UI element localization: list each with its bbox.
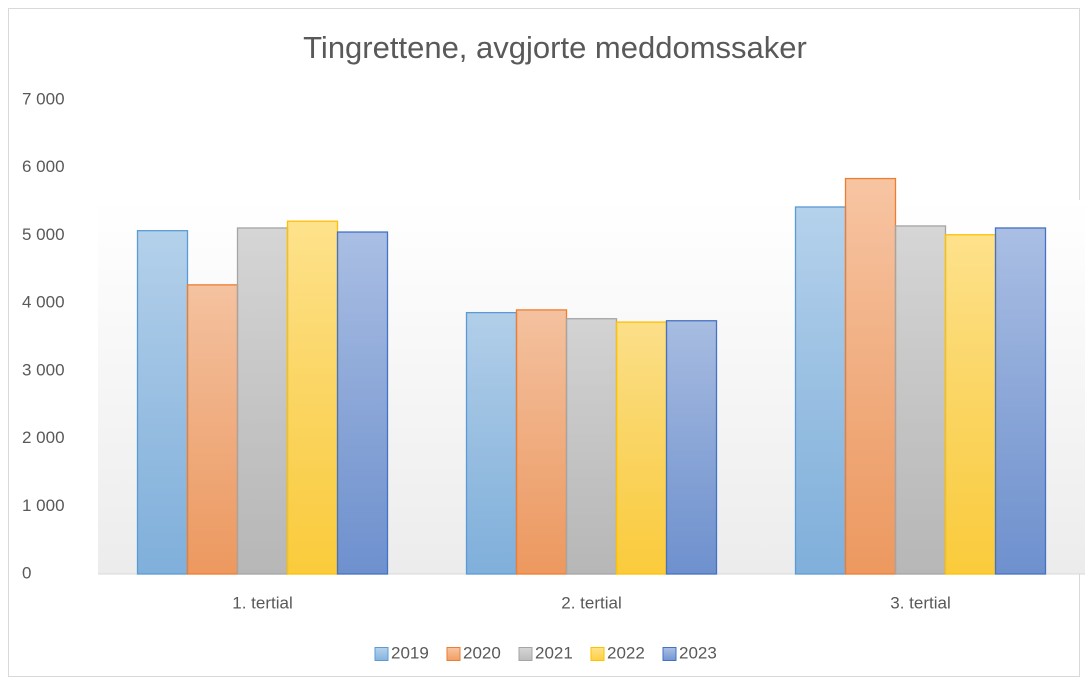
chart-title: Tingrettene, avgjorte meddomssaker: [303, 30, 807, 65]
legend-swatch: [662, 647, 677, 661]
legend-label: 2020: [463, 643, 501, 662]
bar: [565, 318, 618, 575]
legend-label: 2021: [535, 643, 573, 662]
legend-label: 2023: [679, 643, 717, 662]
bar: [465, 311, 518, 575]
bar: [615, 321, 668, 575]
bar: [286, 220, 339, 575]
bar: [944, 234, 997, 575]
x-tick-label: 2. tertial: [561, 593, 621, 612]
legend-swatch: [590, 647, 605, 661]
legend-swatch: [446, 647, 461, 661]
bar: [894, 225, 947, 575]
y-tick-label: 5 000: [22, 225, 65, 244]
x-tick-label: 1. tertial: [232, 593, 292, 612]
x-tick-label: 3. tertial: [890, 593, 950, 612]
legend-swatch: [518, 647, 533, 661]
y-tick-label: 4 000: [22, 293, 65, 312]
bar: [515, 309, 568, 575]
y-tick-label: 2 000: [22, 428, 65, 447]
bar: [665, 320, 718, 575]
legend-swatch: [374, 647, 389, 661]
y-tick-label: 6 000: [22, 157, 65, 176]
y-tick-label: 1 000: [22, 496, 65, 515]
y-tick-label: 0: [22, 563, 31, 582]
y-tick-label: 7 000: [22, 89, 65, 108]
bar: [136, 230, 189, 575]
bar: [794, 206, 847, 575]
bar: [994, 227, 1047, 575]
y-tick-label: 3 000: [22, 360, 65, 379]
bar: [186, 284, 239, 575]
bar: [236, 227, 289, 575]
legend-label: 2019: [391, 643, 429, 662]
bar: [336, 231, 389, 575]
legend-label: 2022: [607, 643, 645, 662]
bar: [844, 177, 897, 575]
